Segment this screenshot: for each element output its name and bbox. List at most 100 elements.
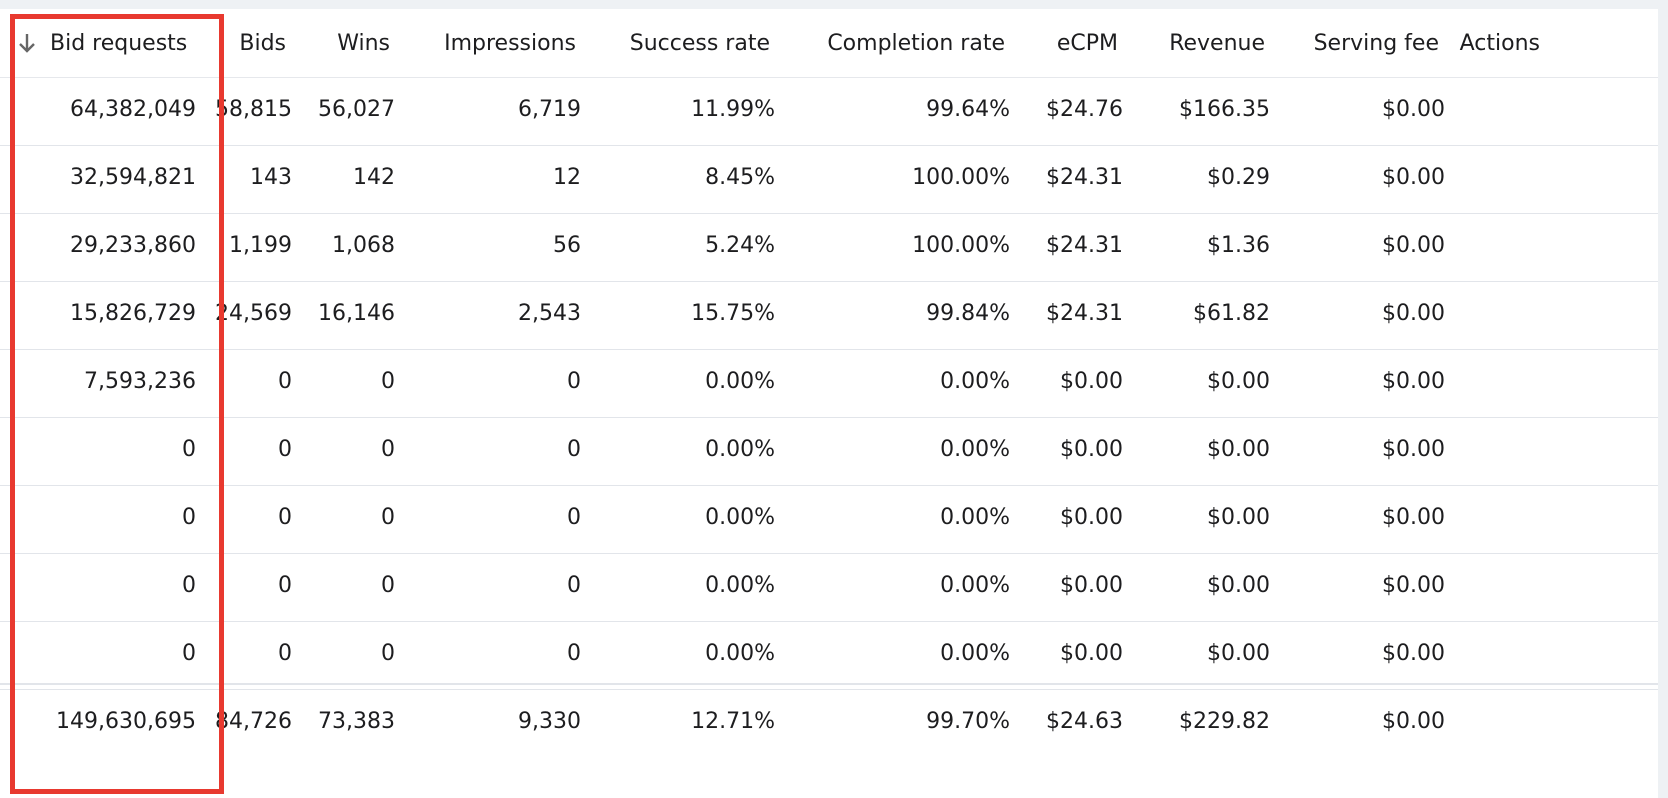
cell-bid-requests: 29,233,860 xyxy=(70,232,196,258)
cell-wins: 56,027 xyxy=(318,96,395,122)
cell-ecpm: $24.31 xyxy=(1046,164,1123,190)
report-table: Bid requests Bids Wins Impressions Succe… xyxy=(0,9,1658,798)
cell-bid-requests: 32,594,821 xyxy=(70,164,196,190)
cell-completion-rate: 100.00% xyxy=(912,232,1010,258)
cell-serving-fee: $0.00 xyxy=(1382,300,1445,326)
table-row: 64,382,049 58,815 56,027 6,719 11.99% 99… xyxy=(0,73,1658,146)
cell-success-rate: 0.00% xyxy=(705,640,775,666)
total-serving-fee: $0.00 xyxy=(1382,708,1445,734)
column-header-label: Bid requests xyxy=(50,30,188,56)
table-row: 29,233,860 1,199 1,068 56 5.24% 100.00% … xyxy=(0,209,1658,282)
column-header-wins[interactable]: Wins xyxy=(337,30,390,56)
cell-bids: 0 xyxy=(278,572,292,598)
column-header-revenue[interactable]: Revenue xyxy=(1169,30,1265,56)
cell-revenue: $1.36 xyxy=(1207,232,1270,258)
arrow-down-icon xyxy=(16,31,38,55)
cell-bid-requests: 0 xyxy=(182,640,196,666)
total-wins: 73,383 xyxy=(318,708,395,734)
cell-impressions: 6,719 xyxy=(518,96,581,122)
column-header-bid-requests[interactable]: Bid requests xyxy=(16,9,206,77)
column-header-actions: Actions xyxy=(1459,30,1540,56)
cell-revenue: $0.00 xyxy=(1207,504,1270,530)
cell-serving-fee: $0.00 xyxy=(1382,436,1445,462)
cell-success-rate: 15.75% xyxy=(691,300,775,326)
cell-bids: 0 xyxy=(278,436,292,462)
cell-completion-rate: 0.00% xyxy=(940,504,1010,530)
cell-bid-requests: 0 xyxy=(182,504,196,530)
cell-impressions: 56 xyxy=(553,232,581,258)
cell-bid-requests: 15,826,729 xyxy=(70,300,196,326)
column-header-success-rate[interactable]: Success rate xyxy=(629,30,770,56)
cell-serving-fee: $0.00 xyxy=(1382,640,1445,666)
cell-bid-requests: 0 xyxy=(182,436,196,462)
cell-ecpm: $24.76 xyxy=(1046,96,1123,122)
cell-bids: 143 xyxy=(250,164,292,190)
cell-serving-fee: $0.00 xyxy=(1382,164,1445,190)
cell-revenue: $166.35 xyxy=(1179,96,1270,122)
cell-revenue: $0.29 xyxy=(1207,164,1270,190)
cell-bid-requests: 0 xyxy=(182,572,196,598)
table-row: 0 0 0 0 0.00% 0.00% $0.00 $0.00 $0.00 xyxy=(0,549,1658,622)
cell-bids: 58,815 xyxy=(215,96,292,122)
total-ecpm: $24.63 xyxy=(1046,708,1123,734)
cell-ecpm: $0.00 xyxy=(1060,572,1123,598)
column-header-bids[interactable]: Bids xyxy=(239,30,286,56)
cell-revenue: $61.82 xyxy=(1193,300,1270,326)
total-impressions: 9,330 xyxy=(518,708,581,734)
cell-impressions: 0 xyxy=(567,640,581,666)
cell-wins: 142 xyxy=(353,164,395,190)
column-header-serving-fee[interactable]: Serving fee xyxy=(1313,30,1439,56)
cell-success-rate: 0.00% xyxy=(705,436,775,462)
cell-impressions: 12 xyxy=(553,164,581,190)
total-revenue: $229.82 xyxy=(1179,708,1270,734)
cell-ecpm: $0.00 xyxy=(1060,504,1123,530)
cell-revenue: $0.00 xyxy=(1207,572,1270,598)
cell-bid-requests: 7,593,236 xyxy=(84,368,196,394)
total-success-rate: 12.71% xyxy=(691,708,775,734)
cell-completion-rate: 0.00% xyxy=(940,436,1010,462)
column-header-impressions[interactable]: Impressions xyxy=(444,30,576,56)
table-row: 32,594,821 143 142 12 8.45% 100.00% $24.… xyxy=(0,141,1658,214)
cell-wins: 16,146 xyxy=(318,300,395,326)
column-header-completion-rate[interactable]: Completion rate xyxy=(827,30,1005,56)
cell-serving-fee: $0.00 xyxy=(1382,504,1445,530)
cell-impressions: 0 xyxy=(567,572,581,598)
cell-wins: 0 xyxy=(381,640,395,666)
cell-bids: 0 xyxy=(278,640,292,666)
totals-row: 149,630,695 84,726 73,383 9,330 12.71% 9… xyxy=(0,683,1658,757)
cell-completion-rate: 0.00% xyxy=(940,640,1010,666)
cell-ecpm: $24.31 xyxy=(1046,232,1123,258)
cell-bids: 0 xyxy=(278,368,292,394)
cell-completion-rate: 0.00% xyxy=(940,368,1010,394)
cell-ecpm: $0.00 xyxy=(1060,436,1123,462)
cell-impressions: 2,543 xyxy=(518,300,581,326)
cell-serving-fee: $0.00 xyxy=(1382,232,1445,258)
cell-bids: 0 xyxy=(278,504,292,530)
cell-completion-rate: 99.64% xyxy=(926,96,1010,122)
cell-success-rate: 5.24% xyxy=(705,232,775,258)
total-bid-requests: 149,630,695 xyxy=(56,708,196,734)
cell-success-rate: 0.00% xyxy=(705,572,775,598)
table-row: 0 0 0 0 0.00% 0.00% $0.00 $0.00 $0.00 xyxy=(0,481,1658,554)
cell-completion-rate: 0.00% xyxy=(940,572,1010,598)
cell-impressions: 0 xyxy=(567,368,581,394)
cell-wins: 1,068 xyxy=(332,232,395,258)
table-row: 0 0 0 0 0.00% 0.00% $0.00 $0.00 $0.00 xyxy=(0,617,1658,690)
cell-revenue: $0.00 xyxy=(1207,640,1270,666)
cell-wins: 0 xyxy=(381,368,395,394)
cell-serving-fee: $0.00 xyxy=(1382,368,1445,394)
cell-ecpm: $0.00 xyxy=(1060,640,1123,666)
table-row: 15,826,729 24,569 16,146 2,543 15.75% 99… xyxy=(0,277,1658,350)
cell-completion-rate: 99.84% xyxy=(926,300,1010,326)
cell-wins: 0 xyxy=(381,436,395,462)
cell-bids: 1,199 xyxy=(229,232,292,258)
cell-wins: 0 xyxy=(381,504,395,530)
cell-revenue: $0.00 xyxy=(1207,436,1270,462)
cell-success-rate: 8.45% xyxy=(705,164,775,190)
table-row: 0 0 0 0 0.00% 0.00% $0.00 $0.00 $0.00 xyxy=(0,413,1658,486)
cell-bids: 24,569 xyxy=(215,300,292,326)
column-header-ecpm[interactable]: eCPM xyxy=(1056,30,1118,56)
cell-serving-fee: $0.00 xyxy=(1382,96,1445,122)
cell-ecpm: $24.31 xyxy=(1046,300,1123,326)
cell-success-rate: 0.00% xyxy=(705,504,775,530)
